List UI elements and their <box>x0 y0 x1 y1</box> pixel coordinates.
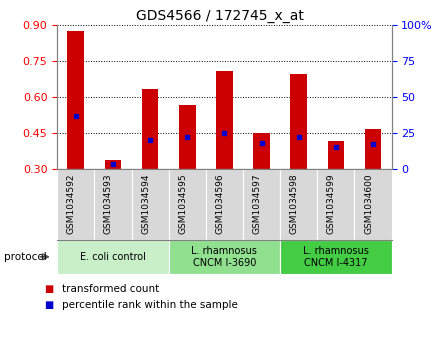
Text: GSM1034594: GSM1034594 <box>141 174 150 234</box>
Text: ■: ■ <box>44 300 53 310</box>
Text: E. coli control: E. coli control <box>80 252 146 262</box>
Text: transformed count: transformed count <box>62 284 159 294</box>
Bar <box>67 31 84 169</box>
Bar <box>179 106 196 169</box>
Text: GSM1034600: GSM1034600 <box>364 174 373 234</box>
Text: percentile rank within the sample: percentile rank within the sample <box>62 300 238 310</box>
Bar <box>327 141 344 169</box>
Bar <box>142 89 158 169</box>
Text: ■: ■ <box>44 284 53 294</box>
Text: GSM1034596: GSM1034596 <box>216 174 224 234</box>
Text: GSM1034593: GSM1034593 <box>104 174 113 234</box>
Text: GSM1034597: GSM1034597 <box>253 174 261 234</box>
Text: GSM1034595: GSM1034595 <box>178 174 187 234</box>
Text: L. rhamnosus
CNCM I-3690: L. rhamnosus CNCM I-3690 <box>191 246 257 268</box>
Text: GSM1034598: GSM1034598 <box>290 174 299 234</box>
Bar <box>365 129 381 169</box>
Text: GSM1034599: GSM1034599 <box>327 174 336 234</box>
Text: L. rhamnosus
CNCM I-4317: L. rhamnosus CNCM I-4317 <box>303 246 369 268</box>
Bar <box>105 160 121 169</box>
Text: GSM1034592: GSM1034592 <box>67 174 76 234</box>
Bar <box>216 71 233 169</box>
Bar <box>253 133 270 169</box>
Text: GDS4566 / 172745_x_at: GDS4566 / 172745_x_at <box>136 9 304 23</box>
Text: protocol: protocol <box>4 252 47 262</box>
Bar <box>290 74 307 169</box>
